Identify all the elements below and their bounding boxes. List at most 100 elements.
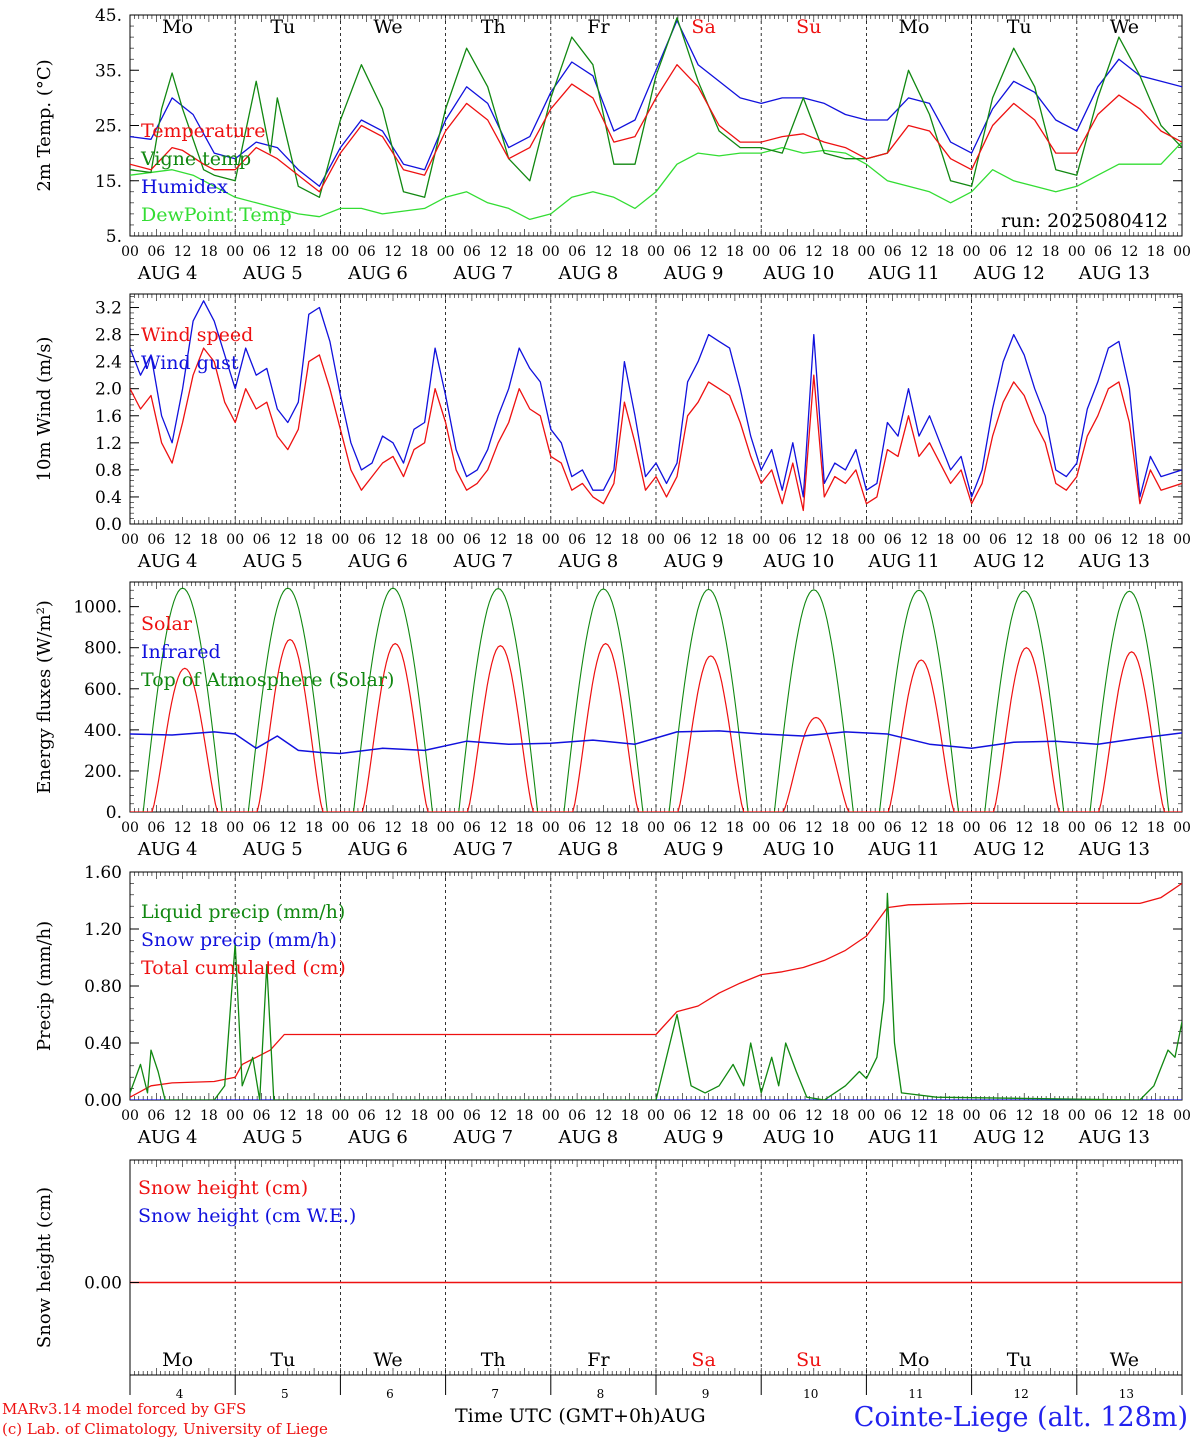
series-temperature	[130, 64, 1182, 193]
hour-tick-label: 12	[700, 1108, 718, 1124]
hour-tick-label: 18	[516, 244, 534, 260]
hour-tick-label: 18	[410, 532, 428, 548]
time-axis-month: AUG	[660, 1405, 706, 1427]
hour-tick-label: 06	[358, 244, 376, 260]
hour-tick-label: 06	[253, 1108, 271, 1124]
y-axis-label: 2m Temp. (°C)	[34, 59, 55, 191]
ytick-label: 800.	[84, 639, 122, 659]
hour-tick-label: 00	[331, 532, 349, 548]
hour-tick-label: 12	[805, 1108, 823, 1124]
hour-tick-label: 00	[647, 1108, 665, 1124]
hour-tick-label: 12	[1015, 1108, 1033, 1124]
hour-tick-label: 12	[174, 1108, 192, 1124]
hour-tick-label: 18	[1042, 1108, 1060, 1124]
hour-tick-label: 18	[621, 244, 639, 260]
day-number-label: 6	[386, 1387, 394, 1401]
date-label: AUG 9	[663, 263, 724, 284]
hour-tick-label: 18	[305, 1108, 323, 1124]
hour-tick-label: 06	[884, 532, 902, 548]
weekday-label-top: Th	[481, 16, 506, 38]
time-axis-label: Time UTC (GMT+0h)	[455, 1405, 661, 1427]
date-label: AUG 8	[558, 839, 619, 860]
day-number-label: 4	[176, 1387, 184, 1401]
run-label: run: 2025080412	[1001, 210, 1168, 232]
date-label: AUG 10	[762, 263, 834, 284]
date-label: AUG 13	[1078, 551, 1150, 572]
legend-entry: Snow height (cm W.E.)	[138, 1205, 356, 1227]
hour-tick-label: 00	[1068, 820, 1086, 836]
hour-tick-label: 12	[489, 244, 507, 260]
date-label: AUG 5	[242, 551, 303, 572]
hour-tick-label: 12	[384, 1108, 402, 1124]
ytick-label: 2.4	[95, 353, 122, 373]
hour-tick-label: 00	[542, 1108, 560, 1124]
ytick-label: 1.2	[95, 434, 122, 454]
hour-tick-label: 00	[226, 244, 244, 260]
ytick-label: 1.20	[84, 920, 122, 940]
hour-tick-label: 06	[1094, 1108, 1112, 1124]
ytick-label: 3.2	[95, 299, 122, 319]
date-label: AUG 4	[137, 839, 198, 860]
date-label: AUG 5	[242, 839, 303, 860]
hour-tick-label: 06	[147, 532, 165, 548]
hour-tick-label: 12	[174, 244, 192, 260]
hour-tick-label: 06	[673, 532, 691, 548]
hour-tick-label: 06	[673, 244, 691, 260]
series-group	[130, 882, 1182, 1100]
time-axis-title: Time UTC (GMT+0h)AUG	[455, 1405, 706, 1427]
hour-tick-label: 12	[700, 820, 718, 836]
hour-tick-label: 06	[779, 1108, 797, 1124]
date-label: AUG 12	[973, 1127, 1045, 1148]
weekday-label-bottom: Fr	[587, 1349, 610, 1371]
date-label: AUG 12	[973, 263, 1045, 284]
date-label: AUG 8	[558, 263, 619, 284]
hour-tick-label: 00	[752, 532, 770, 548]
hour-tick-label: 00	[542, 820, 560, 836]
day-number-label: 12	[1014, 1387, 1029, 1401]
hour-tick-label: 06	[253, 244, 271, 260]
weekday-label-bottom: Th	[481, 1349, 506, 1371]
hour-tick-label: 00	[857, 532, 875, 548]
date-label: AUG 5	[242, 263, 303, 284]
hour-tick-label: 18	[516, 532, 534, 548]
legend-entry: Wind speed	[141, 324, 253, 346]
hour-tick-label: 00	[226, 532, 244, 548]
hour-tick-label: 06	[147, 244, 165, 260]
date-label: AUG 10	[762, 1127, 834, 1148]
date-label: AUG 6	[347, 551, 408, 572]
date-label: AUG 7	[452, 1127, 513, 1148]
hour-tick-label: 12	[594, 820, 612, 836]
ytick-label: 2.8	[95, 326, 122, 346]
series-group	[130, 17, 1182, 221]
hour-tick-label: 06	[989, 820, 1007, 836]
hour-tick-label: 06	[463, 532, 481, 548]
hour-tick-label: 18	[621, 532, 639, 548]
legend-entry: Infrared	[141, 641, 221, 663]
hour-tick-label: 18	[200, 1108, 218, 1124]
legend-entry: Top of Atmosphere (Solar)	[141, 669, 394, 691]
hour-tick-label: 00	[963, 1108, 981, 1124]
hour-tick-label: 00	[752, 820, 770, 836]
hour-tick-label: 06	[358, 532, 376, 548]
hour-tick-label: 18	[1042, 820, 1060, 836]
series-vigne-temp	[130, 17, 1182, 198]
hour-tick-label: 12	[174, 820, 192, 836]
day-number-label: 8	[597, 1387, 605, 1401]
hour-tick-label: 00	[647, 820, 665, 836]
hour-tick-label: 18	[936, 820, 954, 836]
hour-tick-label: 06	[989, 244, 1007, 260]
hour-tick-label: 06	[779, 820, 797, 836]
weekday-label-bottom: Tu	[270, 1349, 295, 1371]
legend-entry: Vigne temp	[140, 148, 251, 170]
date-label: AUG 7	[452, 839, 513, 860]
hour-tick-label: 12	[700, 244, 718, 260]
date-label: AUG 6	[347, 263, 408, 284]
date-label: AUG 8	[558, 1127, 619, 1148]
day-number-label: 7	[491, 1387, 499, 1401]
ytick-label: 35.	[95, 61, 122, 81]
hour-tick-label: 06	[463, 1108, 481, 1124]
hour-tick-label: 06	[568, 244, 586, 260]
ytick-label: 5.	[106, 227, 122, 247]
hour-tick-label: 00	[963, 532, 981, 548]
